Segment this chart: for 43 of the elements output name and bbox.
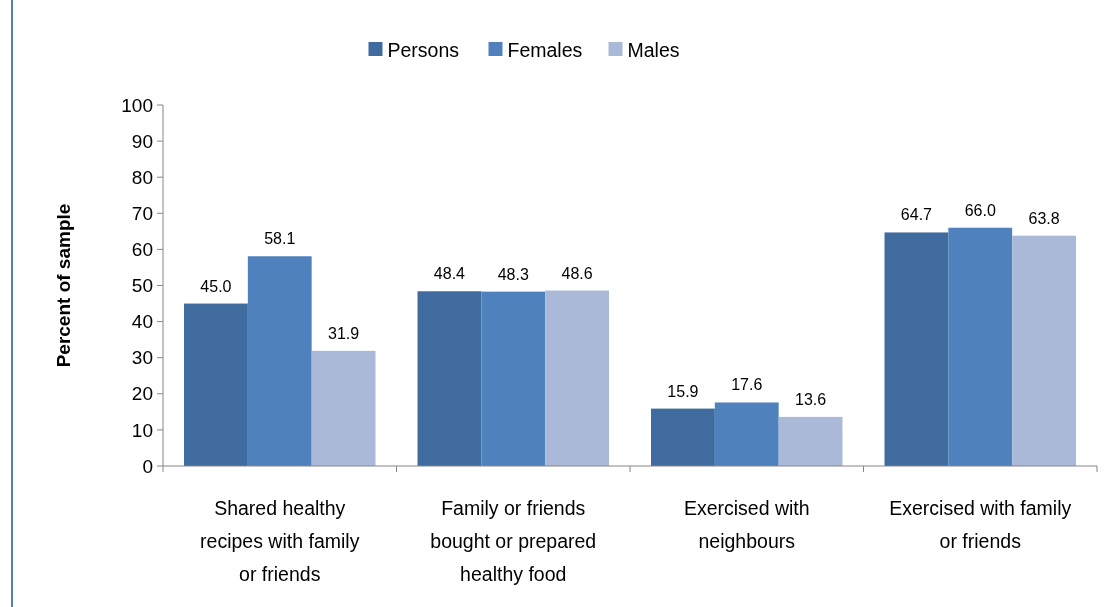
data-label: 31.9 [328,324,360,342]
x-tick-label: Exercised with neighbours [683,497,810,552]
data-label: 13.6 [795,390,827,408]
y-tick-label: 90 [131,130,153,152]
bar [311,350,376,466]
legend-label: Males [627,38,680,61]
bar [417,291,482,466]
x-tick-label: Family or friends bought or prepared healthy food [430,497,597,585]
data-label: 48.3 [497,265,529,283]
y-tick-label: 0 [142,455,153,477]
x-tick-label: Exercised with family or friends [889,497,1072,552]
y-tick-label: 40 [131,311,153,333]
data-label: 66.0 [964,201,996,219]
data-label: 58.1 [264,230,296,248]
data-label: 45.0 [200,277,232,295]
bar [247,256,312,466]
y-tick-label: 30 [131,347,153,369]
bar [884,232,949,466]
y-tick-label: 20 [131,383,153,405]
y-axis-title: Percent of sample [53,203,74,368]
legend-label: Females [507,38,583,61]
bar [651,408,715,466]
y-tick-label: 50 [131,275,153,297]
bar [481,291,546,466]
data-label: 48.4 [433,265,466,283]
bar [184,303,248,466]
x-tick-label: Shared healthy recipes with family or friends [200,497,360,585]
bar [714,402,779,466]
y-tick-label: 10 [131,419,153,441]
bar [778,416,843,466]
y-tick-label: 100 [121,94,153,116]
bar [1012,235,1076,466]
bar [948,227,1013,466]
data-label: 15.9 [667,382,699,400]
legend-label: Persons [387,38,460,61]
y-tick-label: 70 [131,202,153,224]
data-label: 64.7 [900,206,933,224]
y-tick-label: 60 [131,239,153,261]
data-label: 17.6 [731,376,763,394]
data-label: 48.6 [561,264,593,282]
data-label: 63.8 [1028,209,1060,227]
bar [545,290,609,466]
y-tick-label: 80 [131,166,153,188]
